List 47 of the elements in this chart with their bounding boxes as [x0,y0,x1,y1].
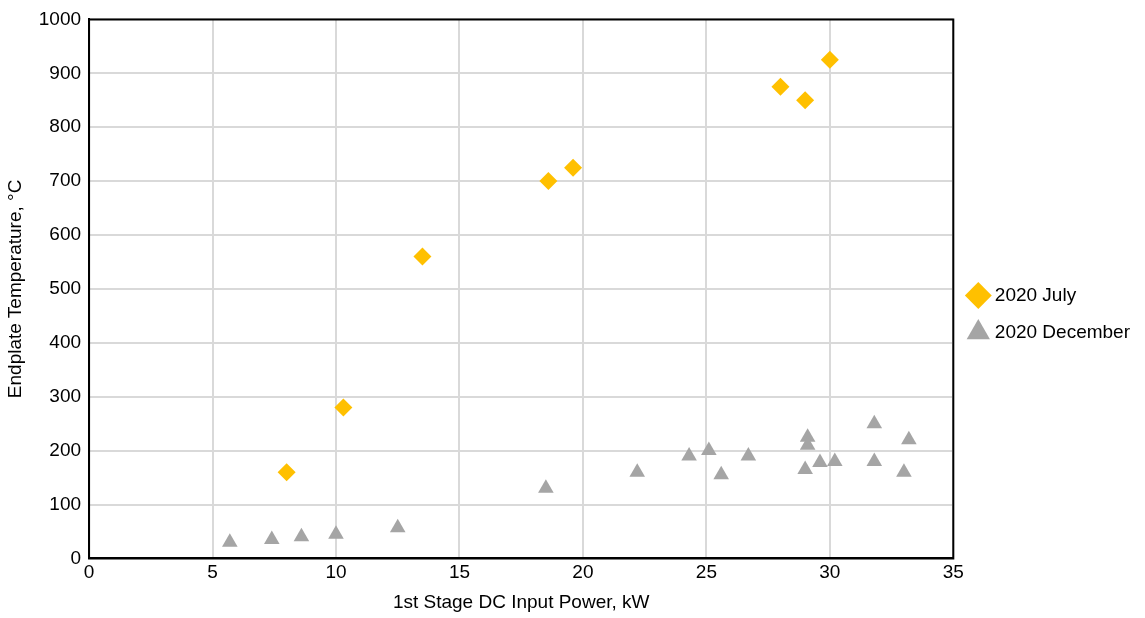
y-tick-label: 300 [49,384,82,406]
y-axis-title: Endplate Temperature, °C [3,179,25,399]
y-tick-label: 200 [49,438,82,460]
point [413,247,432,266]
point [293,527,310,542]
point [797,460,813,474]
point [222,533,238,547]
y-tick-label: 400 [49,331,82,353]
y-tick-label: 500 [49,277,82,299]
y-tick-label: 0 [70,546,82,568]
point [901,430,917,445]
point [896,463,912,477]
point [820,50,839,69]
x-tick-label: 35 [942,561,964,583]
point [796,91,815,110]
x-axis-title: 1st Stage DC Input Power, kW [392,590,650,612]
point [866,452,883,466]
x-tick-label: 30 [819,561,841,583]
point [629,463,646,477]
point [701,441,717,456]
point [866,414,883,429]
point [740,446,757,461]
y-tick-label: 1000 [38,7,82,29]
point [681,446,697,461]
point [826,452,843,466]
point [334,398,353,417]
legend-label: 2020 July [994,283,1077,305]
point [328,525,344,539]
x-tick-label: 10 [325,561,347,583]
y-tick-label: 900 [49,61,82,83]
point [564,158,583,177]
legend-label: 2020 December [994,320,1131,342]
x-tick-label: 20 [572,561,594,583]
point [264,530,280,545]
x-tick-label: 25 [695,561,717,583]
point [713,465,729,480]
point [389,518,406,533]
point [812,453,828,467]
point [538,479,554,493]
point [771,77,790,96]
x-tick-label: 15 [448,561,471,583]
y-tick-label: 700 [49,169,82,191]
y-tick-label: 100 [49,492,82,514]
y-tick-label: 800 [49,115,82,137]
y-tick-label: 600 [49,223,82,245]
x-tick-label: 5 [207,561,218,583]
point [539,172,558,191]
